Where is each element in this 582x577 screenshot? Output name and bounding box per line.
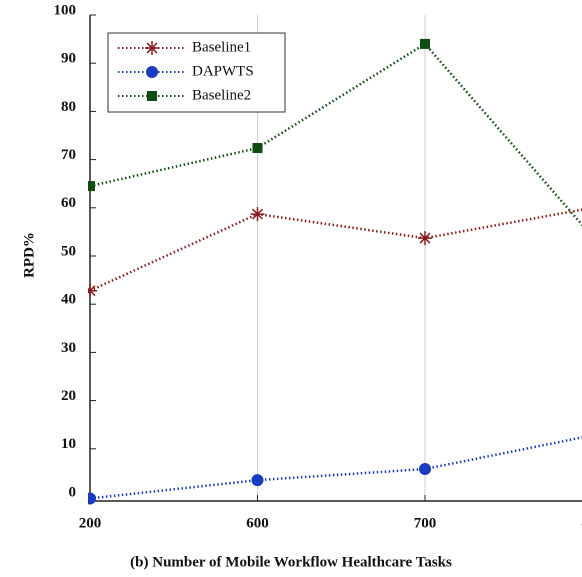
plot-area [88, 38, 582, 505]
series-line [89, 208, 582, 292]
marker [419, 463, 431, 476]
x-tick-label: 200 [79, 515, 102, 531]
y-tick-label: 80 [61, 99, 76, 115]
marker [146, 66, 158, 78]
x-tick-label: 700 [414, 515, 437, 531]
y-tick-label: 50 [61, 243, 76, 259]
marker [420, 38, 430, 49]
y-tick-label: 10 [61, 436, 76, 452]
y-tick-label: 40 [61, 292, 76, 308]
legend-label: Baseline2 [192, 87, 251, 103]
x-axis-label: (b) Number of Mobile Workflow Healthcare… [130, 554, 452, 570]
marker [251, 474, 264, 487]
legend-box [107, 32, 286, 113]
series-line [89, 436, 582, 500]
marker [145, 41, 159, 55]
marker [252, 143, 263, 154]
x-tick-label: 600 [246, 515, 269, 531]
y-tick-label: 60 [61, 195, 76, 211]
y-tick-label: 0 [69, 484, 77, 500]
y-tick-label: 100 [54, 2, 77, 18]
y-tick-label: 30 [61, 340, 76, 356]
y-tick-label: 70 [61, 147, 76, 163]
y-tick-label: 90 [61, 51, 76, 67]
legend-label: DAPWTS [192, 63, 254, 79]
marker [88, 492, 96, 505]
series-line [89, 42, 582, 227]
y-tick-label: 20 [61, 388, 76, 404]
marker [88, 181, 95, 192]
marker [250, 207, 265, 222]
legend-label: Baseline1 [192, 39, 251, 55]
marker [418, 231, 432, 246]
y-axis-label: RPD% [21, 232, 37, 278]
marker [88, 283, 97, 298]
marker [147, 91, 157, 101]
